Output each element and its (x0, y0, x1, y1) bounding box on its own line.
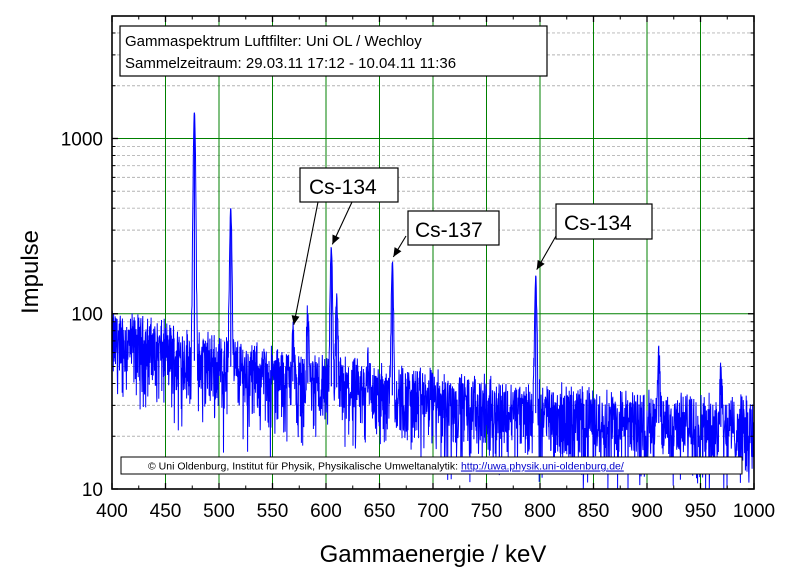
x-tick-label: 850 (578, 501, 610, 522)
annotation-label-cs137: Cs-137 (415, 219, 483, 242)
annotation-box-cs137 (407, 210, 500, 246)
annotation-box-cs134-left (299, 167, 399, 203)
credit-prefix: © Uni Oldenburg, Institut für Physik, Ph… (148, 461, 461, 473)
x-tick-label: 900 (631, 501, 663, 522)
y-tick-labels: 10 100 1000 (61, 129, 103, 501)
x-tick-labels: 400 450 500 550 600 650 700 750 800 850 900 950 1000 (96, 501, 775, 522)
spectrum-series-line (111, 112, 755, 490)
annotation-label-cs134-right: Cs-134 (564, 212, 632, 235)
x-tick-label: 800 (524, 501, 556, 522)
x-tick-label: 750 (471, 501, 503, 522)
annotation-box-cs134-right (555, 203, 653, 240)
annotation-arrow-line (293, 201, 319, 325)
x-tick-label: 550 (257, 501, 289, 522)
x-tick-label: 450 (150, 501, 182, 522)
peak-annotations: Cs-134 Cs-137 Cs-134 (299, 167, 653, 246)
info-title-line-1: Gammaspektrum Luftfilter: Uni OL / Wechl… (125, 33, 422, 50)
x-tick-label: 400 (96, 501, 128, 522)
annotation-arrow-head (393, 247, 402, 257)
peak-markers (193, 112, 722, 427)
info-title-line-2: Sammelzeitraum: 29.03.11 17:12 - 10.04.1… (125, 55, 456, 72)
x-tick-label: 500 (203, 501, 235, 522)
credit-text: © Uni Oldenburg, Institut für Physik, Ph… (148, 461, 624, 473)
y-tick-label: 10 (82, 480, 103, 501)
annotation-arrow-head (332, 234, 340, 245)
credit-box (120, 456, 743, 475)
annotation-label-cs134-left: Cs-134 (309, 176, 377, 199)
x-tick-label: 650 (364, 501, 396, 522)
x-axis-title: Gammaenergie / keV (320, 541, 547, 568)
credit-link[interactable]: http://uwa.physik.uni-oldenburg.de/ (461, 461, 624, 473)
info-box (119, 25, 548, 77)
x-tick-label: 700 (417, 501, 449, 522)
y-tick-label: 1000 (61, 129, 103, 150)
y-axis-title: Impulse (17, 230, 44, 314)
y-tick-label: 100 (71, 305, 103, 326)
x-tick-label: 1000 (733, 501, 775, 522)
x-tick-label: 950 (685, 501, 717, 522)
annotation-arrow-head (291, 315, 300, 325)
x-tick-label: 600 (310, 501, 342, 522)
annotation-arrows (291, 201, 557, 325)
annotation-arrow-head (536, 259, 545, 270)
axis-ticks (111, 15, 755, 490)
